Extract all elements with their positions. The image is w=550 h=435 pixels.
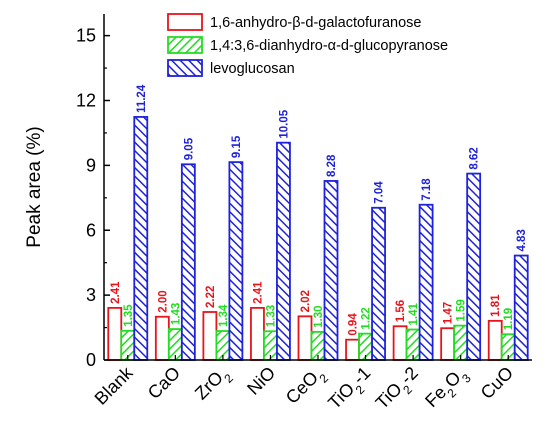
bar-s1-8 <box>487 319 503 361</box>
x-tick-label-5: TiO2-1 <box>324 363 378 417</box>
y-tick-label-4: 12 <box>76 91 96 111</box>
bar-s3-5 <box>371 206 386 361</box>
bar-s3-2 <box>228 161 244 361</box>
bar-s1-3 <box>250 306 265 361</box>
bar-s1-7 <box>440 327 456 361</box>
data-label-s1-4: 2.02 <box>300 290 312 312</box>
data-label-s2-2: 1.34 <box>218 304 230 327</box>
x-tick-label-6: TiO2-2 <box>372 363 426 417</box>
legend-swatch-2 <box>167 36 203 54</box>
legend-label-3: levoglucosan <box>210 61 295 77</box>
bar-s3-3 <box>276 141 291 361</box>
bar-s3-1 <box>180 163 196 361</box>
data-label-s2-5: 1.22 <box>361 307 373 329</box>
x-tick-label-1: CaO <box>144 363 184 403</box>
x-tick-label-3: NiO <box>243 363 279 399</box>
data-label-s1-0: 2.41 <box>110 281 122 304</box>
x-tick-label-0: Blank <box>91 362 138 409</box>
data-label-s2-0: 1.35 <box>123 304 135 327</box>
data-label-s3-7: 8.62 <box>469 147 481 169</box>
bar-s2-7 <box>453 324 469 361</box>
data-label-s1-6: 1.56 <box>395 300 407 322</box>
bar-s1-1 <box>154 315 170 361</box>
bar-s3-0 <box>133 116 149 361</box>
legend-swatch-1 <box>167 13 203 31</box>
data-label-s1-5: 0.94 <box>348 313 360 336</box>
data-label-s2-8: 1.19 <box>503 308 515 330</box>
data-label-s2-3: 1.33 <box>265 305 277 327</box>
bar-s1-2 <box>202 311 218 361</box>
data-label-s3-5: 7.04 <box>374 181 386 204</box>
y-tick-label-3: 9 <box>86 155 96 175</box>
legend-label-1: 1,6-anhydro-β-d-galactofuranose <box>210 15 421 31</box>
data-label-s3-0: 11.24 <box>136 84 148 113</box>
data-label-s2-1: 1.43 <box>170 303 182 325</box>
data-label-s1-2: 2.22 <box>205 286 217 308</box>
bar-s1-5 <box>345 338 360 361</box>
data-label-s2-4: 1.30 <box>313 305 325 327</box>
data-label-s3-2: 9.15 <box>231 135 243 158</box>
bar-s1-4 <box>297 315 313 361</box>
data-label-s3-6: 7.18 <box>421 178 433 201</box>
data-label-s3-8: 4.83 <box>516 229 528 251</box>
y-tick-label-5: 15 <box>76 26 96 46</box>
data-label-s1-7: 1.47 <box>443 302 455 324</box>
data-label-s1-8: 1.81 <box>490 294 502 317</box>
data-label-s1-1: 2.00 <box>157 290 169 312</box>
data-label-s2-7: 1.59 <box>456 299 468 321</box>
y-tick-label-0: 0 <box>86 350 96 370</box>
x-tick-label-8: CuO <box>477 363 517 403</box>
x-tick-label-4: CeO2 <box>282 362 332 412</box>
data-label-s3-3: 10.05 <box>278 109 290 138</box>
bar-s3-4 <box>323 180 339 361</box>
bar-s3-7 <box>466 172 482 361</box>
bar-s3-6 <box>418 203 434 361</box>
legend-label-2: 1,4:3,6-dianhydro-α-d-glucopyranose <box>210 38 448 54</box>
data-label-s1-3: 2.41 <box>252 281 264 304</box>
x-tick-label-2: ZrO2 <box>191 362 236 407</box>
legend: 1,6-anhydro-β-d-galactofuranose 1,4:3,6-d… <box>167 13 448 77</box>
bar-s3-8 <box>513 254 529 361</box>
data-label-s2-6: 1.41 <box>408 303 420 326</box>
y-tick-label-2: 6 <box>86 220 96 240</box>
y-axis-label: Peak area (%) <box>24 126 45 247</box>
bar-s1-6 <box>392 325 408 361</box>
bar-s1-0 <box>107 306 123 361</box>
data-label-s3-4: 8.28 <box>326 154 338 177</box>
x-tick-label-7: Fe2O3 <box>421 362 474 415</box>
legend-swatch-3 <box>167 59 203 77</box>
data-label-s3-1: 9.05 <box>183 137 195 160</box>
y-tick-label-1: 3 <box>86 285 96 305</box>
